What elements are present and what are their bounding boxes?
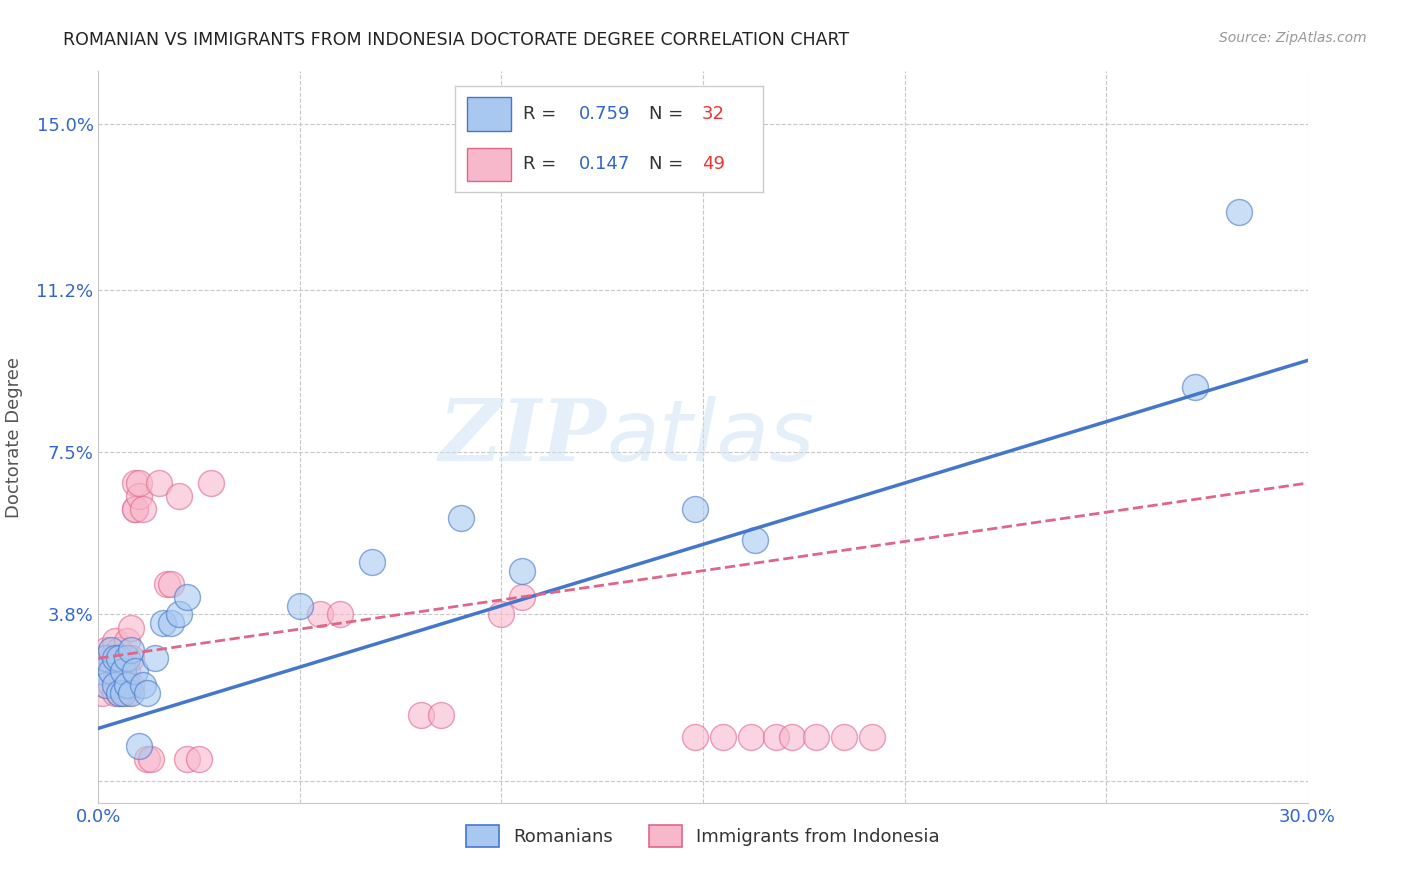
Point — [176, 590, 198, 604]
Point — [143, 651, 166, 665]
Point — [107, 665, 129, 679]
Point — [132, 502, 155, 516]
Point — [111, 677, 134, 691]
Point — [711, 730, 734, 744]
Point — [103, 677, 125, 691]
Point — [167, 607, 190, 622]
Point — [156, 576, 179, 591]
Point — [832, 730, 855, 744]
Point — [128, 476, 150, 491]
Point — [1227, 204, 1250, 219]
Point — [160, 576, 183, 591]
Point — [107, 686, 129, 700]
Text: ZIP: ZIP — [439, 395, 606, 479]
Point — [510, 590, 533, 604]
Point — [780, 730, 803, 744]
Point — [804, 730, 827, 744]
Point — [176, 752, 198, 766]
Point — [120, 686, 142, 700]
Point — [148, 476, 170, 491]
Point — [100, 642, 122, 657]
Y-axis label: Doctorate Degree: Doctorate Degree — [4, 357, 22, 517]
Point — [160, 616, 183, 631]
Point — [491, 607, 513, 622]
Point — [124, 502, 146, 516]
Point — [139, 752, 162, 766]
Point — [200, 476, 222, 491]
Point — [683, 502, 706, 516]
Point — [91, 651, 114, 665]
Point — [107, 651, 129, 665]
Legend: Romanians, Immigrants from Indonesia: Romanians, Immigrants from Indonesia — [457, 816, 949, 856]
Point — [683, 730, 706, 744]
Point — [96, 642, 118, 657]
Point — [103, 665, 125, 679]
Point — [860, 730, 883, 744]
Point — [96, 651, 118, 665]
Point — [103, 686, 125, 700]
Point — [120, 651, 142, 665]
Point — [152, 616, 174, 631]
Point — [124, 665, 146, 679]
Point — [91, 665, 114, 679]
Point — [120, 677, 142, 691]
Point — [120, 642, 142, 657]
Point — [115, 677, 138, 691]
Point — [115, 686, 138, 700]
Point — [740, 730, 762, 744]
Point — [188, 752, 211, 766]
Point — [124, 476, 146, 491]
Point — [765, 730, 787, 744]
Point — [450, 511, 472, 525]
Point — [128, 739, 150, 753]
Point — [96, 677, 118, 691]
Point — [135, 752, 157, 766]
Point — [107, 686, 129, 700]
Point — [111, 686, 134, 700]
Point — [91, 686, 114, 700]
Point — [361, 555, 384, 569]
Point — [135, 686, 157, 700]
Point — [744, 533, 766, 547]
Point — [100, 677, 122, 691]
Point — [103, 633, 125, 648]
Point — [120, 621, 142, 635]
Point — [409, 708, 432, 723]
Point — [510, 564, 533, 578]
Point — [100, 665, 122, 679]
Point — [111, 665, 134, 679]
Point — [167, 489, 190, 503]
Point — [115, 665, 138, 679]
Point — [115, 633, 138, 648]
Point — [309, 607, 332, 622]
Point — [1184, 380, 1206, 394]
Point — [430, 708, 453, 723]
Text: ROMANIAN VS IMMIGRANTS FROM INDONESIA DOCTORATE DEGREE CORRELATION CHART: ROMANIAN VS IMMIGRANTS FROM INDONESIA DO… — [63, 31, 849, 49]
Point — [329, 607, 352, 622]
Point — [128, 489, 150, 503]
Point — [103, 651, 125, 665]
Point — [111, 651, 134, 665]
Point — [115, 651, 138, 665]
Point — [96, 677, 118, 691]
Text: atlas: atlas — [606, 395, 814, 479]
Point — [124, 502, 146, 516]
Point — [100, 651, 122, 665]
Text: Source: ZipAtlas.com: Source: ZipAtlas.com — [1219, 31, 1367, 45]
Point — [288, 599, 311, 613]
Point — [132, 677, 155, 691]
Point — [107, 642, 129, 657]
